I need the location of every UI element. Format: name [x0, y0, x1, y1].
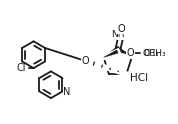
Text: O: O [126, 48, 134, 58]
Text: N: N [64, 87, 71, 97]
Text: O: O [82, 56, 90, 66]
Text: HCl: HCl [130, 73, 148, 83]
Polygon shape [104, 50, 118, 57]
Text: OCH₃: OCH₃ [142, 49, 166, 58]
Text: O: O [126, 48, 134, 58]
Text: O: O [117, 23, 124, 33]
Text: Cl: Cl [16, 63, 26, 73]
Text: CH₃: CH₃ [143, 49, 159, 58]
Text: NH: NH [111, 30, 124, 39]
Text: O: O [117, 24, 125, 34]
